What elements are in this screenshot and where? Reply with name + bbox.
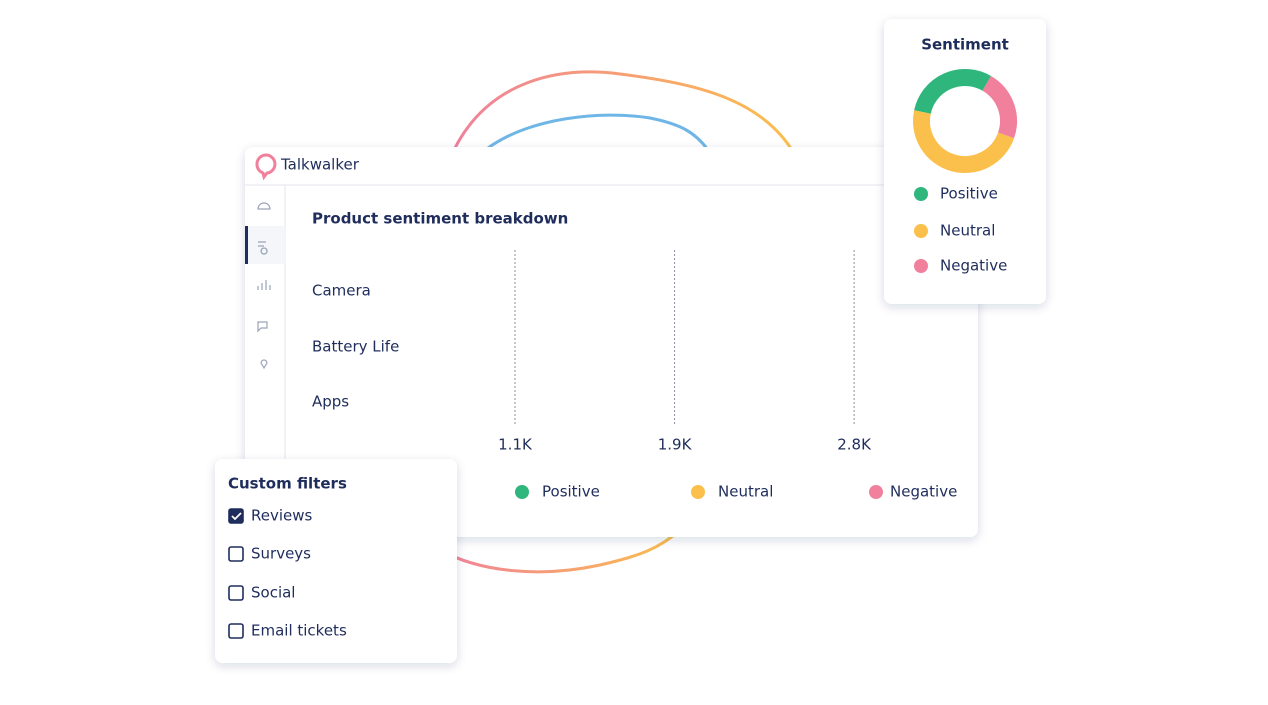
checkbox[interactable] <box>228 585 244 601</box>
legend-label: Negative <box>940 257 1007 275</box>
checkbox[interactable] <box>228 508 244 524</box>
nav-icon[interactable] <box>260 359 268 370</box>
filter-label[interactable]: Surveys <box>251 545 311 563</box>
x-tick-label: 1.1K <box>498 436 533 454</box>
legend-label: Neutral <box>718 483 773 501</box>
donut-segment <box>913 110 1015 173</box>
donut-segment <box>914 69 991 115</box>
filter-label[interactable]: Reviews <box>251 507 313 525</box>
category-label: Apps <box>312 393 349 411</box>
pie-title: Sentiment <box>921 36 1009 54</box>
category-label: Camera <box>312 282 371 300</box>
legend-marker <box>515 485 529 499</box>
legend-marker <box>914 224 928 238</box>
legend-label: Positive <box>542 483 600 501</box>
nav-icon[interactable] <box>257 280 271 290</box>
app-name: Talkwalker <box>280 156 360 174</box>
nav-icon[interactable] <box>257 321 268 333</box>
chart-title: Product sentiment breakdown <box>312 210 568 228</box>
filter-label[interactable]: Email tickets <box>251 622 347 640</box>
legend-marker <box>914 187 928 201</box>
logo <box>255 153 277 181</box>
legend-marker <box>691 485 705 499</box>
x-tick-label: 2.8K <box>837 436 872 454</box>
donut-segment <box>982 75 1017 139</box>
decor-curve <box>487 113 710 151</box>
checkbox[interactable] <box>228 546 244 562</box>
checkmark <box>231 512 242 521</box>
card-bg <box>215 459 457 663</box>
filters-title: Custom filters <box>228 475 347 493</box>
legend-label: Negative <box>890 483 957 501</box>
legend-marker <box>914 259 928 273</box>
filters-card: Custom filters <box>215 459 457 663</box>
legend-label: Positive <box>940 185 998 203</box>
nav-active-indicator[interactable] <box>245 226 248 264</box>
dashboard-card: Talkwalker Product sentiment breakdown <box>245 147 978 537</box>
nav-icon[interactable] <box>257 202 271 210</box>
checkbox[interactable] <box>228 623 244 639</box>
nav-active-bg <box>245 226 285 264</box>
card-bg <box>245 147 978 537</box>
legend-marker <box>869 485 883 499</box>
category-label: Battery Life <box>312 338 399 356</box>
legend-label: Neutral <box>940 222 995 240</box>
x-tick-label: 1.9K <box>658 436 693 454</box>
nav-icon[interactable] <box>258 241 268 255</box>
decor-curve <box>439 528 682 574</box>
filter-label[interactable]: Social <box>251 584 295 602</box>
decor-curve <box>453 70 794 151</box>
